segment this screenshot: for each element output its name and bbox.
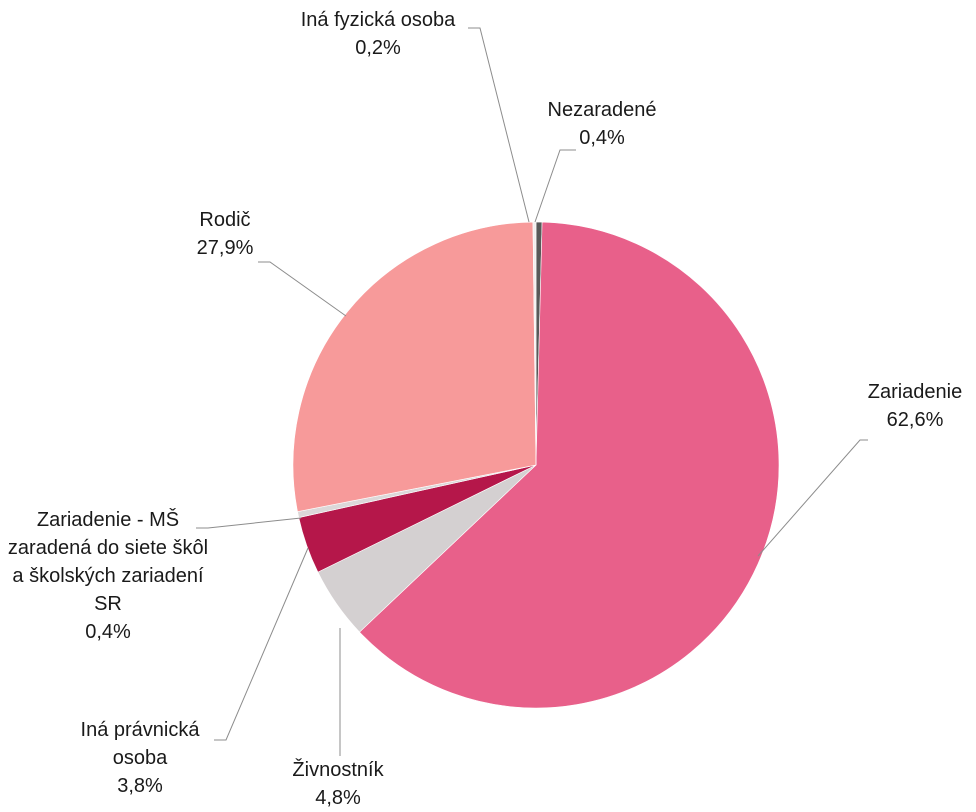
slice-value: 27,9% (196, 237, 254, 259)
pie-slice (359, 221, 780, 709)
slice-name: Iná právnická osoba (80, 719, 200, 769)
pie-slice (532, 221, 537, 466)
pie-slice (292, 221, 537, 512)
slice-value: 62,6% (886, 409, 944, 431)
slice-label: Iná právnická osoba 3,8% (60, 716, 220, 800)
slice-label: Nezaradené 0,4% (522, 96, 682, 152)
slice-name: Nezaradené (547, 99, 657, 121)
leader-line (258, 261, 347, 317)
slice-label: Iná fyzická osoba 0,2% (278, 6, 478, 62)
leader-line (757, 439, 868, 557)
leader-line (534, 149, 576, 223)
slice-value: 0,2% (355, 37, 401, 59)
slice-value: 0,4% (85, 621, 131, 643)
leader-line (196, 517, 302, 529)
slice-value: 4,8% (315, 787, 361, 809)
slice-value: 3,8% (117, 775, 163, 797)
slice-value: 0,4% (579, 127, 625, 149)
slice-label: Rodič 27,9% (175, 206, 275, 262)
slice-name: Iná fyzická osoba (300, 9, 456, 31)
slice-label: Zariadenie 62,6% (850, 378, 976, 434)
slice-name: Živnostník (292, 759, 384, 781)
slice-name: Rodič (199, 209, 251, 231)
slice-name: Zariadenie (867, 381, 963, 403)
slice-label: Zariadenie - MŠ zaradená do siete škôl a… (3, 506, 213, 646)
leader-line (214, 547, 309, 741)
slice-label: Živnostník 4,8% (273, 756, 403, 812)
slice-name: Zariadenie - MŠ zaradená do siete škôl a… (7, 509, 209, 615)
leader-line (468, 27, 530, 223)
